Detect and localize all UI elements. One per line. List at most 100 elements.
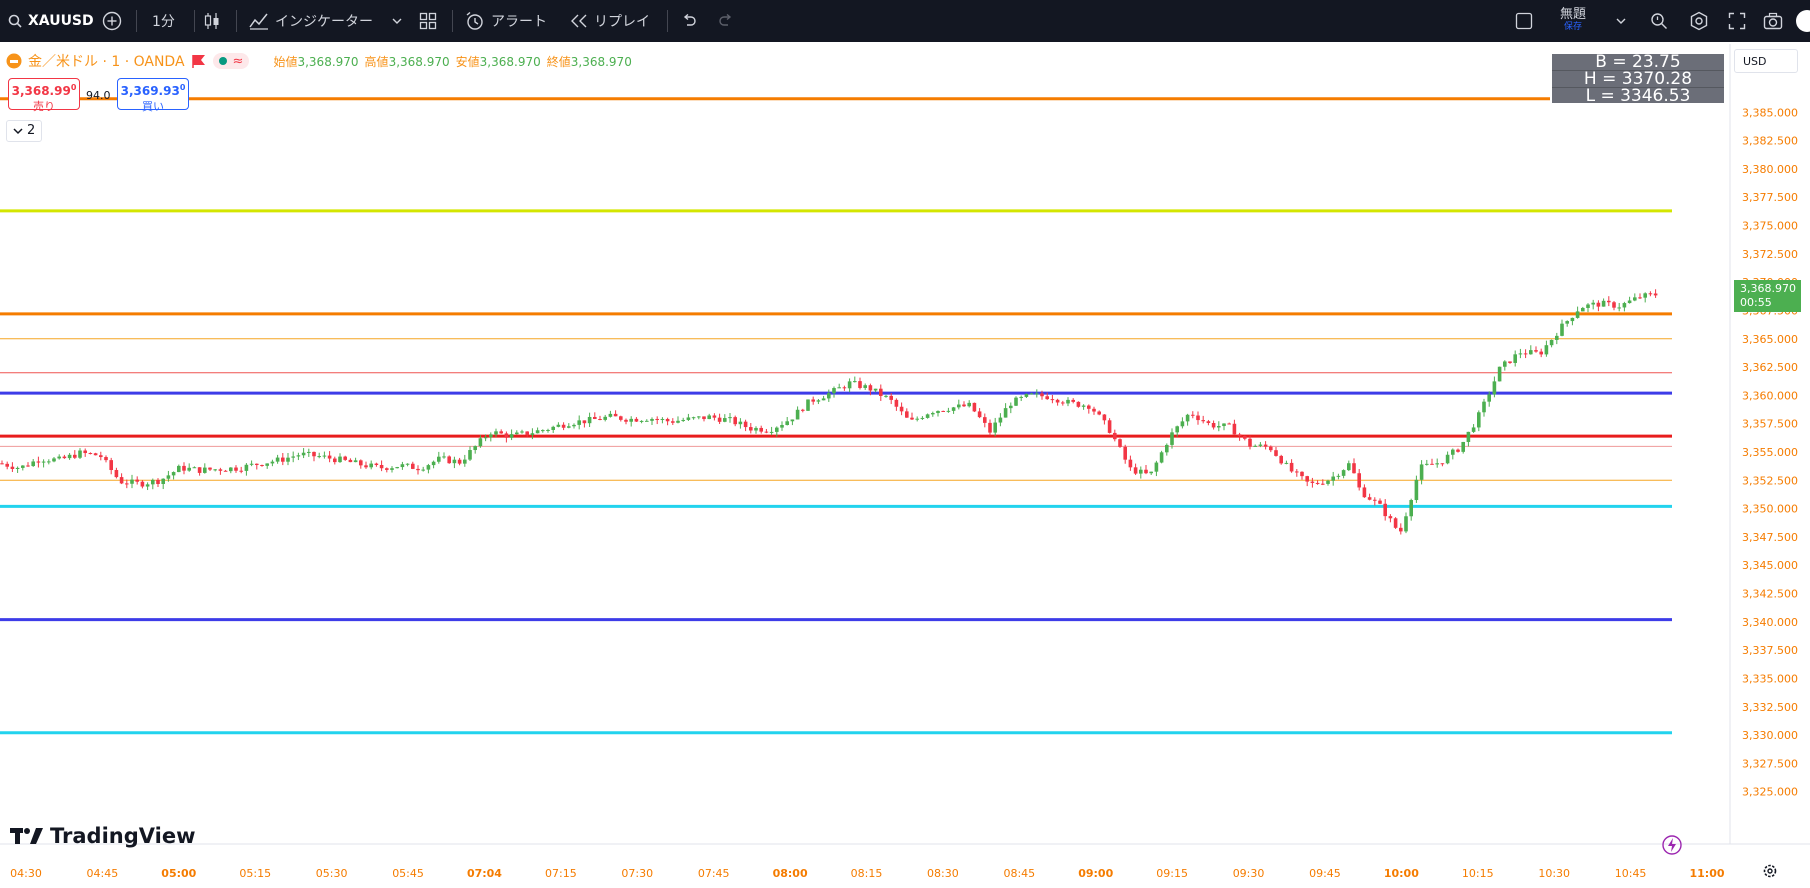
layout-name-button[interactable]: 無題 保存 [1560,0,1586,42]
market-status-badge[interactable]: ≈ [212,53,250,69]
candle-body [749,427,753,431]
candle-body [660,418,665,420]
candle-body [629,418,633,422]
candle-body [463,459,467,464]
symbol-search[interactable]: XAUUSD [8,0,94,42]
candle-body [1622,303,1627,308]
candle-body [1399,527,1403,532]
buy-price-sup: 0 [179,83,186,92]
redo-button[interactable] [718,0,734,42]
candle-body [1076,401,1081,407]
tradingview-logo[interactable]: TradingView [10,824,195,848]
candle-body [1419,464,1424,480]
candle-body [1165,444,1169,453]
candle-body [608,413,613,417]
candle-body [1315,482,1320,484]
candle-body [1045,396,1049,400]
compare-button[interactable] [102,0,122,42]
candle-body [1154,462,1159,472]
candle-body [1201,420,1205,422]
candle-body [1497,366,1502,382]
candle-body [93,453,98,456]
candle-body [229,467,233,472]
high-label: 高値 [364,54,389,69]
candle-body [1445,454,1450,464]
candle-body [504,433,509,438]
legend-title[interactable]: 金／米ドル · 1 · OANDA [28,54,185,70]
candle-body [821,398,826,401]
flag-icon[interactable] [191,54,207,68]
candle-body [842,387,847,389]
price-chart[interactable]: 3,385.000 3,382.500 3,380.000 3,377.500 3,37… [0,44,1810,888]
alert-button[interactable]: アラート [465,0,547,42]
candle-body [1237,434,1242,436]
price-tick-label: 3,385.000 [1742,106,1798,119]
templates-button[interactable] [419,0,437,42]
candle-body [275,457,280,462]
indicators-button[interactable]: インジケーター [249,0,373,42]
candle-body [379,464,384,469]
price-tick-label: 3,325.000 [1742,786,1798,799]
indicators-collapse-button[interactable]: 2 [6,120,43,142]
candle-body [925,414,930,418]
candle-body [931,413,935,415]
sell-button[interactable]: 3,368.990 売り [8,78,80,113]
candle-body [795,409,800,420]
indicators-label: インジケーター [275,14,373,30]
candle-body [21,465,25,468]
candle-body [1518,353,1523,355]
candle-body [1456,449,1460,452]
candle-body [57,456,61,459]
candle-body [634,418,639,422]
snapshot-button[interactable] [1763,0,1783,42]
candle-body [1133,467,1138,474]
price-tick-label: 3,382.500 [1742,135,1798,148]
candle-body [1097,411,1101,415]
candle-body [494,431,498,435]
candle-body [1607,300,1611,303]
candle-body [910,417,914,420]
interval-button[interactable]: 1分 [152,0,175,42]
gear-icon[interactable] [1761,862,1779,880]
candle-body [1284,462,1289,464]
candle-body [499,431,503,434]
indicators-dropdown[interactable] [392,0,402,42]
candle-body [1279,455,1283,464]
candle-body [936,410,940,414]
candle-body [806,399,810,411]
candle-body [1227,423,1231,425]
replay-button[interactable]: リプレイ [570,0,650,42]
candle-body [702,416,706,420]
candle-body [1357,473,1361,488]
fullscreen-button[interactable] [1728,0,1746,42]
buy-button[interactable]: 3,369.930 買い [117,78,189,113]
candle-body [483,437,488,439]
candle-body [972,402,977,412]
currency-selector[interactable]: USD [1734,49,1798,73]
candle-body [343,456,347,460]
candle-body [1211,422,1216,428]
quick-search-button[interactable] [1650,0,1668,42]
price-tick-label: 3,355.000 [1742,446,1798,459]
layout-dropdown[interactable] [1616,0,1626,42]
candle-body [572,424,576,427]
settings-button[interactable] [1689,0,1709,42]
candle-body [1196,415,1200,421]
chart-type-button[interactable] [203,0,221,42]
lightning-icon[interactable] [1662,835,1682,855]
chart-area[interactable]: 3,385.000 3,382.500 3,380.000 3,377.500 3,37… [0,44,1810,888]
layout-button[interactable] [1515,0,1533,42]
time-tick-label: 07:30 [621,867,653,880]
candle-body [988,422,992,433]
gold-coin-icon [6,53,22,69]
candle-body [166,475,171,479]
time-tick-label: 10:15 [1462,867,1494,880]
candle-body [1378,500,1382,504]
undo-button[interactable] [681,0,697,42]
candle-body [1555,335,1559,340]
candle-body [1362,487,1367,498]
candles-icon [204,13,219,29]
publish-button[interactable] [1796,0,1810,42]
candle-body [1549,339,1554,346]
candle-body [197,467,202,473]
